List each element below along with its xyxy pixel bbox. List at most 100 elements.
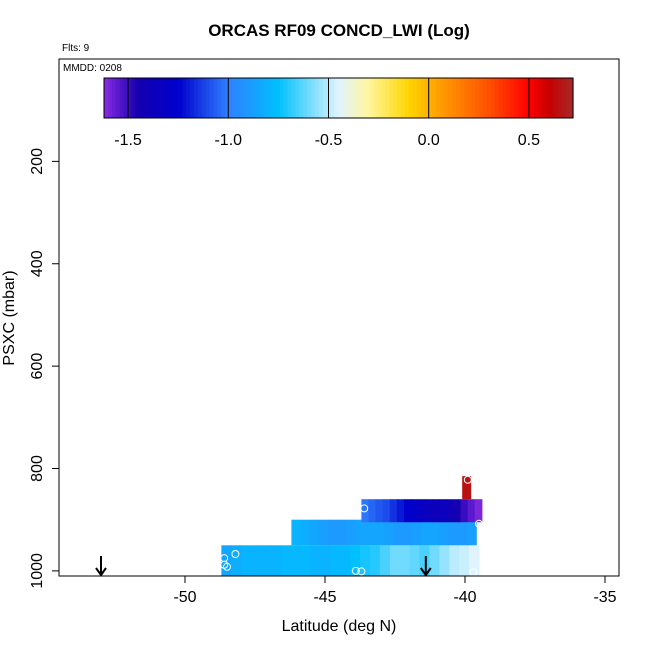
colorbar-cell (545, 78, 551, 118)
colorbar-cell (408, 78, 414, 118)
data-cell (466, 519, 477, 546)
colorbar-cell (369, 78, 375, 118)
colorbar-cell (221, 78, 226, 118)
data-cell (446, 499, 455, 523)
data-cell (290, 545, 302, 576)
colorbar-cell (487, 78, 492, 118)
colorbar-cell (295, 78, 301, 118)
colorbar-cell (522, 78, 527, 118)
y-tick-label: 800 (29, 455, 46, 482)
data-cell (280, 545, 292, 576)
colorbar-cell (174, 78, 179, 118)
x-axis: -50 -45 -40 -35 (173, 575, 617, 606)
data-cell (462, 476, 472, 500)
colorbar-cell (459, 78, 465, 118)
data-cell (231, 545, 242, 576)
colorbar-tick-label: -0.5 (315, 132, 343, 149)
data-layers (221, 476, 483, 576)
colorbar-cell (272, 78, 277, 118)
colorbar-cell (361, 78, 367, 118)
colorbar: -1.5 -1.0 -0.5 0.0 0.5 (103, 77, 574, 149)
data-cell (420, 519, 431, 546)
colorbar-cell (283, 78, 289, 118)
data-cell (382, 499, 391, 523)
data-cell (340, 545, 351, 576)
colorbar-cell (498, 78, 504, 118)
colorbar-cell (404, 78, 410, 118)
data-markers (220, 475, 483, 577)
colorbar-cell (483, 78, 488, 118)
data-cell (375, 499, 384, 523)
data-cell (449, 545, 460, 576)
data-cell (453, 499, 462, 523)
colorbar-cell (150, 78, 156, 118)
data-cell (403, 499, 412, 523)
colorbar-cell (338, 78, 344, 118)
data-cell (374, 519, 385, 546)
colorbar-cell (127, 78, 132, 118)
data-cell (350, 545, 361, 576)
arrow-head (95, 567, 107, 577)
colorbar-cell (533, 78, 539, 118)
colorbar-cell (389, 78, 394, 118)
data-cell (389, 499, 398, 523)
colorbar-cell (385, 78, 390, 118)
colorbar-cell (416, 78, 422, 118)
colorbar-cell (170, 78, 175, 118)
colorbar-cell (119, 78, 125, 118)
colorbar-cell (479, 78, 484, 118)
y-tick-label: 400 (29, 250, 46, 277)
data-cell (320, 545, 331, 576)
colorbar-cell (518, 78, 523, 118)
colorbar-cell (358, 78, 363, 118)
data-marker (475, 519, 483, 528)
chart-title: ORCAS RF09 CONCD_LWI (Log) (208, 21, 470, 40)
x-tick-label: -45 (313, 589, 336, 606)
colorbar-cell (553, 78, 558, 118)
colorbar-cell (354, 78, 359, 118)
colorbar-cell (451, 78, 457, 118)
colorbar-cell (213, 78, 218, 118)
colorbar-cell (182, 78, 187, 118)
colorbar-cell (526, 78, 531, 118)
data-cell (241, 545, 252, 576)
colorbar-cell (455, 78, 461, 118)
y-axis: 200 400 600 800 1000 (29, 148, 60, 589)
data-cell (409, 545, 421, 576)
colorbar-cell (490, 78, 496, 118)
colorbar-tick-label: 0.5 (518, 132, 540, 149)
colorbar-cell (432, 78, 437, 118)
data-cell (251, 545, 262, 576)
data-cell (474, 499, 483, 523)
data-cell (337, 519, 348, 546)
colorbar-cell (146, 78, 152, 118)
colorbar-cell (107, 78, 113, 118)
colorbar-cell (162, 78, 168, 118)
data-cell (469, 545, 480, 576)
colorbar-cell (240, 78, 246, 118)
colorbar-cell (232, 78, 238, 118)
data-cell (319, 519, 329, 546)
colorbar-cell (252, 78, 258, 118)
data-marker (357, 567, 366, 576)
data-cell (300, 519, 311, 546)
data-cell (370, 545, 381, 576)
colorbar-cell (311, 78, 316, 118)
colorbar-cell (264, 78, 269, 118)
colorbar-tick-label: -1.5 (114, 132, 142, 149)
y-axis-label: PSXC (mbar) (1, 270, 18, 365)
colorbar-cell (381, 78, 386, 118)
colorbar-cell (467, 78, 472, 118)
colorbar-cell (440, 78, 445, 118)
colorbar-cell (260, 78, 265, 118)
colorbar-cell (315, 78, 320, 118)
data-cell (383, 519, 394, 546)
colorbar-cell (350, 78, 355, 118)
data-cell (389, 545, 401, 576)
colorbar-cell (104, 78, 109, 118)
flight-arrows (95, 556, 432, 577)
data-cell (330, 545, 341, 576)
colorbar-cell (373, 78, 379, 118)
colorbar-tick-label: -1.0 (214, 132, 242, 149)
colorbar-cell (393, 78, 398, 118)
